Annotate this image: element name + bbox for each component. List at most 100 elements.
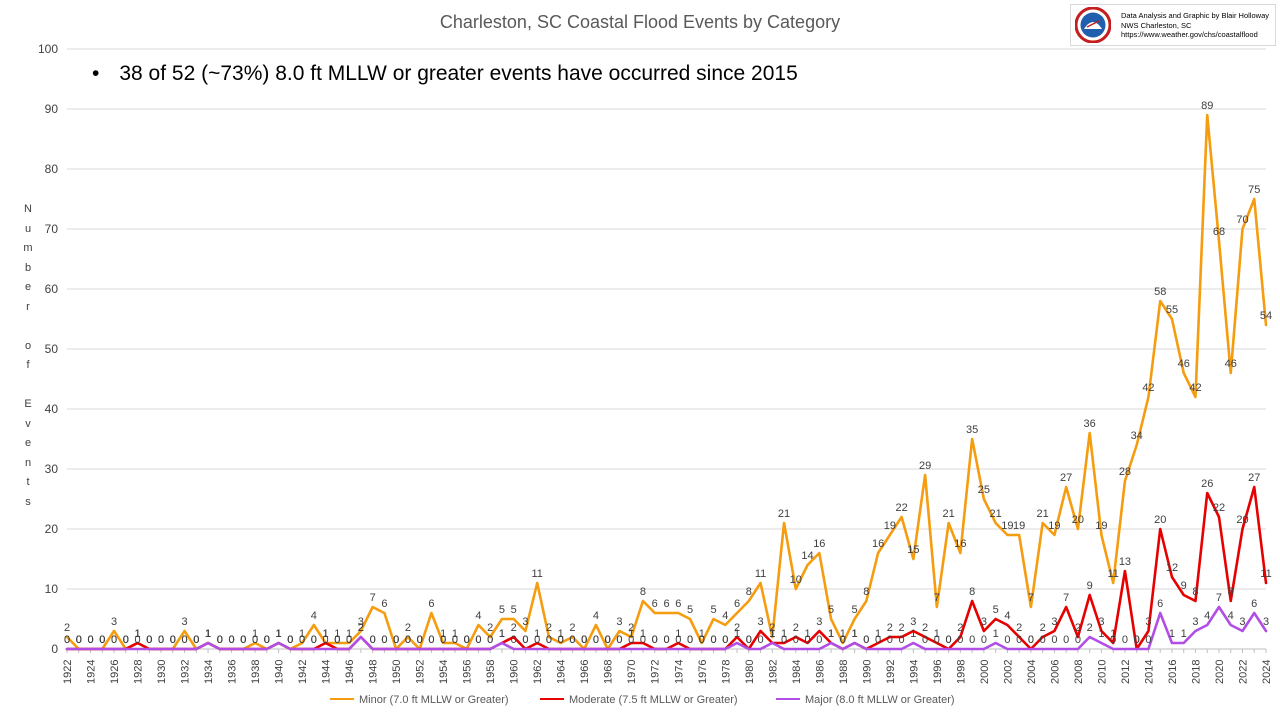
data-label-moderate: 3	[1145, 616, 1151, 628]
data-label-major: 0	[181, 634, 187, 646]
x-tick-label: 1960	[509, 660, 521, 684]
data-label-minor: 0	[123, 634, 129, 646]
data-label-minor: 46	[1178, 358, 1190, 370]
data-label-major: 0	[981, 634, 987, 646]
x-tick-label: 1928	[133, 660, 145, 684]
data-label-major: 0	[346, 634, 352, 646]
x-tick-label: 1980	[744, 660, 756, 684]
data-label-minor: 6	[381, 598, 387, 610]
data-label-minor: 0	[264, 634, 270, 646]
data-label-minor: 29	[919, 460, 931, 472]
data-label-minor: 10	[790, 574, 802, 586]
data-label-minor: 22	[895, 502, 907, 514]
data-label-minor: 5	[828, 604, 834, 616]
x-tick-label: 1932	[180, 660, 192, 684]
data-label-minor: 1	[840, 628, 846, 640]
data-label-moderate: 0	[710, 634, 716, 646]
x-tick-label: 1944	[321, 660, 333, 684]
data-label-minor: 19	[884, 520, 896, 532]
x-tick-label: 1954	[438, 660, 450, 684]
y-tick-label: 20	[45, 522, 59, 536]
data-label-major: 0	[146, 634, 152, 646]
data-label-minor: 5	[499, 604, 505, 616]
data-label-major: 1	[276, 628, 282, 640]
x-tick-label: 1946	[344, 660, 356, 684]
data-label-major: 0	[64, 634, 70, 646]
data-label-minor: 1	[276, 628, 282, 640]
y-axis-label-letter: r	[26, 300, 30, 313]
data-label-moderate: 13	[1119, 556, 1131, 568]
data-label-moderate: 9	[1181, 580, 1187, 592]
data-label-major: 0	[264, 634, 270, 646]
legend-label-major: Major (8.0 ft MLLW or Greater)	[805, 694, 955, 706]
data-label-moderate: 0	[229, 634, 235, 646]
noaa-nws-logo	[1075, 7, 1111, 43]
x-tick-label: 1988	[838, 660, 850, 684]
y-axis-label-letter: v	[25, 417, 31, 430]
data-label-major: 0	[487, 634, 493, 646]
data-label-major: 0	[899, 634, 905, 646]
data-label-major: 0	[123, 634, 129, 646]
data-label-moderate: 1	[276, 628, 282, 640]
data-label-moderate: 27	[1248, 472, 1260, 484]
data-label-moderate: 0	[240, 634, 246, 646]
data-label-major: 0	[687, 634, 693, 646]
x-tick-label: 2010	[1096, 660, 1108, 684]
data-label-major: 0	[299, 634, 305, 646]
data-label-minor: 16	[813, 538, 825, 550]
legend-swatch-minor	[330, 697, 354, 701]
data-label-moderate: 0	[722, 634, 728, 646]
data-label-moderate: 0	[76, 634, 82, 646]
data-label-major: 0	[393, 634, 399, 646]
x-tick-label: 1964	[556, 660, 568, 684]
annotation-text: 38 of 52 (~73%) 8.0 ft MLLW or greater e…	[119, 62, 798, 85]
x-tick-label: 1966	[579, 660, 591, 684]
data-label-minor: 27	[1060, 472, 1072, 484]
data-label-moderate: 0	[370, 634, 376, 646]
data-label-major: 0	[699, 634, 705, 646]
data-label-major: 1	[205, 628, 211, 640]
data-label-moderate: 1	[628, 628, 634, 640]
data-label-moderate: 1	[205, 628, 211, 640]
data-label-moderate: 1	[934, 628, 940, 640]
data-label-minor: 6	[663, 598, 669, 610]
data-label-moderate: 0	[464, 634, 470, 646]
data-label-minor: 5	[710, 604, 716, 616]
x-tick-label: 2020	[1214, 660, 1226, 684]
data-label-minor: 68	[1213, 226, 1225, 238]
data-label-minor: 0	[605, 634, 611, 646]
data-label-major: 0	[217, 634, 223, 646]
x-tick-label: 2014	[1143, 660, 1155, 684]
y-axis-label-letter: e	[24, 437, 32, 449]
data-label-major: 0	[840, 634, 846, 646]
data-label-major: 0	[652, 634, 658, 646]
data-label-moderate: 2	[734, 622, 740, 634]
data-label-minor: 34	[1131, 430, 1143, 442]
x-tick-label: 2006	[1049, 660, 1061, 684]
data-label-minor: 1	[252, 628, 258, 640]
data-label-major: 1	[910, 628, 916, 640]
x-tick-label: 1976	[697, 660, 709, 684]
data-label-major: 0	[311, 634, 317, 646]
data-label-moderate: 3	[816, 616, 822, 628]
y-tick-label: 70	[45, 222, 59, 236]
data-label-minor: 42	[1142, 382, 1154, 394]
x-tick-label: 1948	[368, 660, 380, 684]
data-label-moderate: 0	[334, 634, 340, 646]
data-label-moderate: 1	[1110, 628, 1116, 640]
data-label-minor: 70	[1236, 214, 1248, 226]
data-label-major: 1	[1098, 628, 1104, 640]
data-label-major: 0	[428, 634, 434, 646]
data-label-minor: 1	[134, 628, 140, 640]
data-label-moderate: 0	[452, 634, 458, 646]
data-label-major: 0	[1134, 634, 1140, 646]
x-tick-label: 2002	[1002, 660, 1014, 684]
data-label-moderate: 4	[1004, 610, 1010, 622]
data-label-major: 0	[111, 634, 117, 646]
x-tick-label: 1984	[791, 660, 803, 684]
legend-swatch-moderate	[540, 697, 564, 701]
data-label-moderate: 0	[158, 634, 164, 646]
data-label-minor: 11	[531, 568, 542, 580]
data-label-major: 1	[828, 628, 834, 640]
